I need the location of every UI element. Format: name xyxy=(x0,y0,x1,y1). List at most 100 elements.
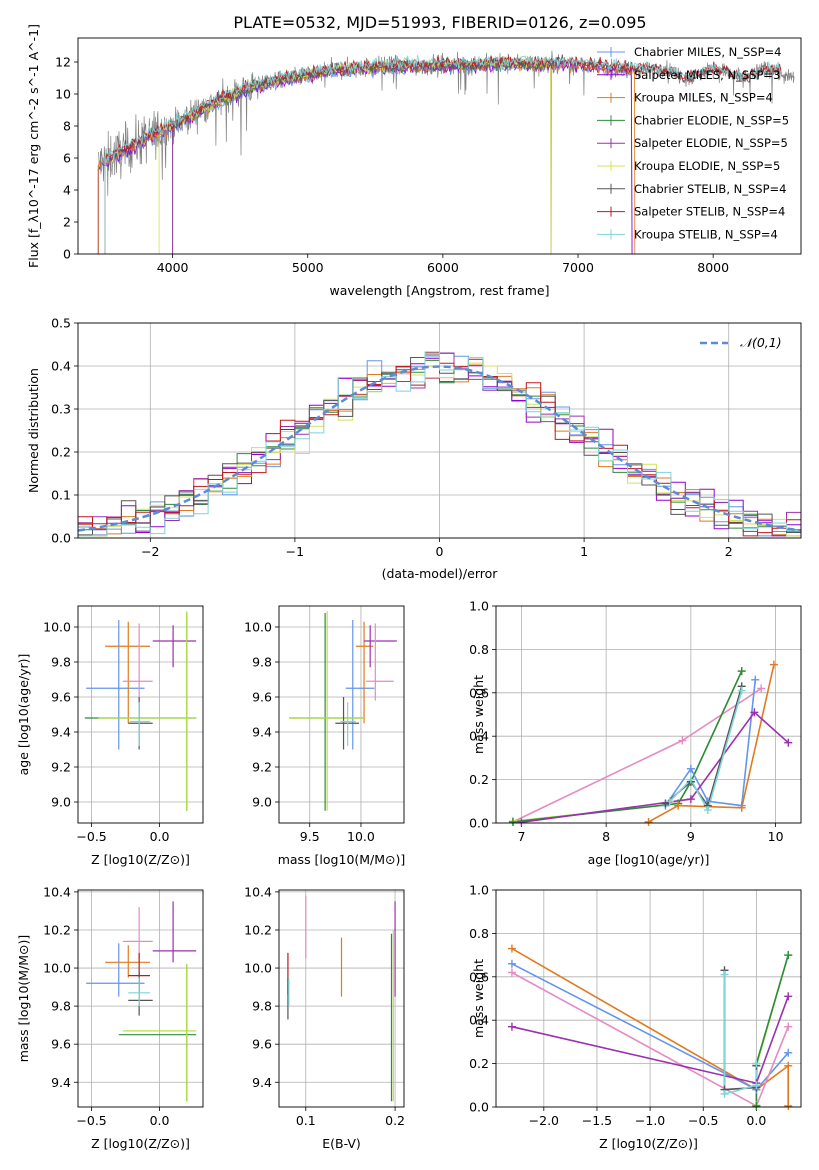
x-tick-label: −1.0 xyxy=(635,1113,665,1128)
y-tick-label: 10.0 xyxy=(244,620,272,635)
x-tick-label: 5000 xyxy=(292,260,324,275)
weight-series-chabrier-stelib xyxy=(723,970,758,1091)
data-point-kroupa-stelib xyxy=(737,686,746,695)
y-tick-label: 12 xyxy=(55,55,71,70)
y-axis-label: Flux [f_λ10^-17 erg cm^-2 s^-1 A^-1] xyxy=(26,24,41,268)
weight-series-kroupa-stelib xyxy=(669,690,743,813)
y-tick-label: 9.4 xyxy=(252,725,272,740)
x-tick-label: 4000 xyxy=(157,260,189,275)
plot-area xyxy=(86,901,197,1102)
y-tick-label: 2 xyxy=(63,215,71,230)
x-tick-label: −0.5 xyxy=(76,1113,106,1128)
x-tick-label: 10 xyxy=(768,829,784,844)
data-point-chabrier-elodie xyxy=(737,667,746,676)
data-point-kroupa-stelib xyxy=(752,1081,761,1090)
x-tick-label: −1.5 xyxy=(582,1113,612,1128)
legend-entry: Kroupa STELIB, N_SSP=4 xyxy=(634,227,778,241)
data-point-salpeter-elodie xyxy=(750,708,759,717)
y-tick-label: 9.0 xyxy=(252,795,272,810)
y-tick-label: 9.6 xyxy=(252,1037,272,1052)
y-axis-label: Normed distribution xyxy=(26,368,41,493)
model-spectrum-salpeter-miles xyxy=(97,58,633,254)
x-tick-label: 8 xyxy=(602,829,610,844)
x-tick-label: 9.5 xyxy=(300,829,320,844)
y-tick-label: 0.2 xyxy=(51,445,71,460)
data-point-kroupa-stelib xyxy=(752,1059,761,1068)
y-tick-label: 0.4 xyxy=(51,359,71,374)
axes-frame xyxy=(278,605,405,824)
y-axis-label: mass weight xyxy=(471,959,486,1038)
legend-entry: Chabrier STELIB, N_SSP=4 xyxy=(634,182,786,196)
y-tick-label: 0.5 xyxy=(51,316,71,331)
y-tick-label: 9.4 xyxy=(51,1075,71,1090)
data-point-chabrier-miles xyxy=(751,675,760,684)
plot-area xyxy=(84,611,197,811)
x-axis-label: age [log10(age/yr)] xyxy=(588,852,710,867)
y-tick-label: 10.0 xyxy=(43,961,71,976)
data-point-salpeter-elodie xyxy=(784,738,793,747)
legend-entry: Kroupa MILES, N_SSP=4 xyxy=(634,91,773,105)
y-tick-label: 9.4 xyxy=(252,1075,272,1090)
y-tick-label: 9.2 xyxy=(51,760,71,775)
x-axis-label: wavelength [Angstrom, rest frame] xyxy=(329,283,549,298)
x-tick-label: −0.5 xyxy=(688,1113,718,1128)
axes-frame xyxy=(77,322,802,539)
legend-entry: Salpeter MILES, N_SSP=3 xyxy=(634,68,780,82)
y-tick-label: 0.4 xyxy=(469,729,489,744)
residual-histogram-salpeter-elodie xyxy=(78,352,801,537)
y-tick-label: 9.6 xyxy=(51,1037,71,1052)
x-tick-label: −2.0 xyxy=(529,1113,559,1128)
data-point-kroupa-miles xyxy=(507,944,516,953)
legend-entry: Chabrier MILES, N_SSP=4 xyxy=(634,45,781,59)
data-point-kroupa-stelib xyxy=(703,805,712,814)
data-point-kroupa-miles xyxy=(737,803,746,812)
data-point-chabrier-elodie xyxy=(508,817,517,826)
x-axis-label: E(B-V) xyxy=(322,1136,361,1151)
x-axis-label: Z [log10(Z/Z⊙)] xyxy=(91,852,190,867)
axes-frame xyxy=(495,889,802,1108)
data-point-kroupa-stelib xyxy=(720,1089,729,1098)
x-tick-label: 0 xyxy=(436,544,444,559)
data-point-kroupa-miles xyxy=(784,1061,793,1070)
y-tick-label: 9.0 xyxy=(51,795,71,810)
y-tick-label: 9.4 xyxy=(51,725,71,740)
x-tick-label: 7000 xyxy=(562,260,594,275)
legend-entry: 𝒩(0,1) xyxy=(740,335,782,350)
x-tick-label: 10.0 xyxy=(347,829,375,844)
y-tick-label: 9.6 xyxy=(252,690,272,705)
data-point-chabrier-miles xyxy=(507,959,516,968)
x-tick-label: 0.1 xyxy=(296,1113,316,1128)
model-spectrum-chabrier-elodie xyxy=(172,57,552,254)
data-point-kroupa-miles xyxy=(674,801,683,810)
data-point-pink xyxy=(678,736,687,745)
x-tick-label: 2 xyxy=(725,544,733,559)
y-tick-label: 9.8 xyxy=(51,999,71,1014)
data-point-pink xyxy=(507,968,516,977)
x-tick-label: 0.0 xyxy=(150,1113,170,1128)
x-axis-label: (data-model)/error xyxy=(382,566,499,581)
y-tick-label: 0.2 xyxy=(469,772,489,787)
y-tick-label: 10.2 xyxy=(43,922,71,937)
y-tick-label: 9.8 xyxy=(51,655,71,670)
legend-entry: Kroupa ELODIE, N_SSP=5 xyxy=(634,159,780,173)
y-tick-label: 8 xyxy=(63,119,71,134)
model-spectrum-chabrier-stelib xyxy=(104,54,782,254)
y-tick-label: 9.2 xyxy=(252,760,272,775)
data-point-kroupa-miles xyxy=(784,1101,793,1110)
plot-area xyxy=(512,664,789,823)
x-tick-label: 1 xyxy=(580,544,588,559)
figure-title: PLATE=0532, MJD=51993, FIBERID=0126, z=0… xyxy=(233,13,646,32)
weight-series-kroupa-stelib xyxy=(723,974,758,1096)
x-axis-label: Z [log10(Z/Z⊙)] xyxy=(599,1136,698,1151)
data-point-kroupa-stelib xyxy=(720,970,729,979)
x-tick-label: 6000 xyxy=(427,260,459,275)
data-point-kroupa-miles xyxy=(644,817,653,826)
axes-frame xyxy=(495,605,802,824)
x-axis-label: mass [log10(M/M⊙)] xyxy=(278,852,406,867)
x-tick-label: −0.5 xyxy=(76,829,106,844)
legend-entry: Salpeter ELODIE, N_SSP=5 xyxy=(634,136,788,150)
data-point-salpeter-elodie xyxy=(517,818,526,827)
data-point-kroupa-stelib xyxy=(686,775,695,784)
legend-entry: Salpeter STELIB, N_SSP=4 xyxy=(634,205,785,219)
